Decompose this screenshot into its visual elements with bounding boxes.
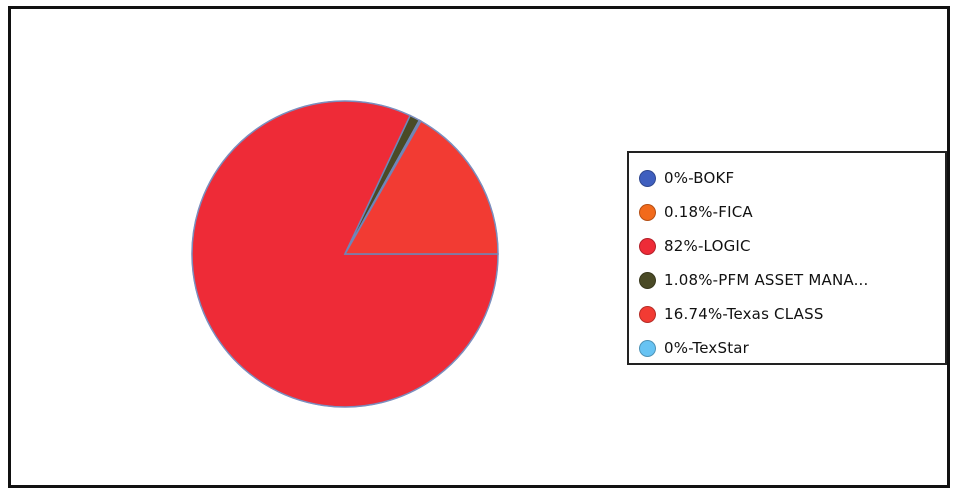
legend-swatch-pfm — [639, 272, 656, 289]
legend-label-bokf: 0%-BOKF — [664, 169, 734, 187]
legend-item-pfm: 1.08%-PFM ASSET MANA... — [639, 263, 935, 297]
legend-item-texas-class: 16.74%-Texas CLASS — [639, 297, 935, 331]
legend-item-fica: 0.18%-FICA — [639, 195, 935, 229]
legend-label-pfm: 1.08%-PFM ASSET MANA... — [664, 271, 869, 289]
legend-item-logic: 82%-LOGIC — [639, 229, 935, 263]
legend-swatch-logic — [639, 238, 656, 255]
legend-item-texstar: 0%-TexStar — [639, 331, 935, 365]
legend-swatch-bokf — [639, 170, 656, 187]
legend-label-texstar: 0%-TexStar — [664, 339, 749, 357]
legend-item-bokf: 0%-BOKF — [639, 161, 935, 195]
chart-legend: 0%-BOKF 0.18%-FICA 82%-LOGIC 1.08%-PFM A… — [627, 151, 947, 365]
legend-swatch-fica — [639, 204, 656, 221]
legend-swatch-texstar — [639, 340, 656, 357]
legend-label-logic: 82%-LOGIC — [664, 237, 751, 255]
legend-label-texas-class: 16.74%-Texas CLASS — [664, 305, 824, 323]
legend-label-fica: 0.18%-FICA — [664, 203, 753, 221]
legend-swatch-texas-class — [639, 306, 656, 323]
